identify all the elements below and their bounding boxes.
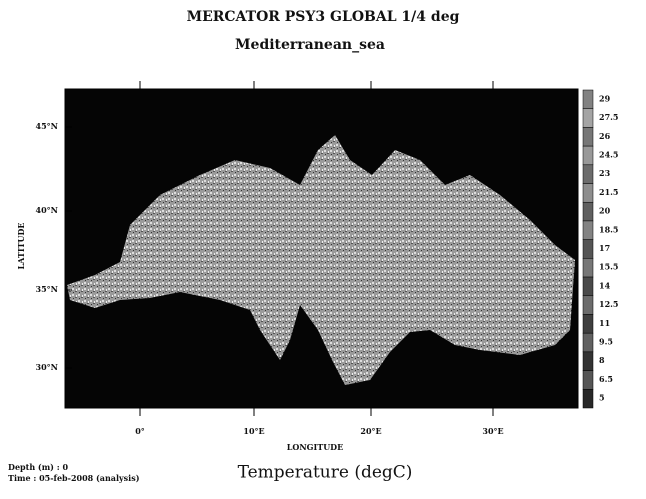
colorbar-tick-label: 14 [599,280,611,290]
colorbar-tick-label: 21.5 [599,187,618,197]
colorbar-tick-label: 27.5 [599,112,618,122]
colorbar-cell [583,202,593,221]
colorbar-tick-label: 8 [599,355,605,365]
lat-tick-label: 45°N [36,121,58,131]
colorbar-cell [583,258,593,277]
lon-tick-label: 0° [135,426,145,436]
colorbar-cell [583,371,593,390]
title: MERCATOR PSY3 GLOBAL 1/4 deg [187,9,460,25]
lon-tick-label: 20°E [360,426,381,436]
time: Time : 05-feb-2008 (analysis) [8,473,140,483]
page: MERCATOR PSY3 GLOBAL 1/4 deg Mediterrane… [0,0,646,499]
colorbar-tick-label: 15.5 [599,262,618,272]
colorbar-cell [583,389,593,408]
subtitle: Mediterranean_sea [235,37,385,53]
colorbar-cell [583,277,593,296]
colorbar-tick-label: 6.5 [599,374,613,384]
lon-tick-label: 30°E [482,426,503,436]
lon-tick-label: 10°E [243,426,264,436]
colorbar-tick-label: 26 [599,131,611,141]
colorbar-tick-label: 29 [599,93,611,103]
colorbar-cell [583,221,593,240]
colorbar-tick-label: 9.5 [599,337,613,347]
colorbar-tick-label: 12.5 [599,299,618,309]
colorbar-cell [583,352,593,371]
y-axis-label: LATITUDE [16,222,26,269]
colorbar-cell [583,90,593,109]
colorbar-cell [583,165,593,184]
colorbar-tick-label: 11 [599,318,610,328]
lat-tick-label: 40°N [36,205,58,215]
colorbar-cell [583,314,593,333]
lat-tick-label: 30°N [36,362,58,372]
colorbar-cell [583,146,593,165]
colorbar-cell [583,240,593,259]
colorbar-cell [583,184,593,203]
lat-tick-label: 35°N [36,284,58,294]
colorbar-tick-label: 5 [599,393,605,403]
colorbar-tick-label: 24.5 [599,149,618,159]
x-axis-label: LONGITUDE [287,442,343,452]
colorbar-cell [583,127,593,146]
colorbar-tick-label: 20 [599,206,611,216]
colorbar-cell [583,109,593,128]
variable-label: Temperature (degC) [238,463,413,483]
colorbar-cell [583,296,593,315]
colorbar-tick-label: 17 [599,243,610,253]
depth: Depth (m) : 0 [8,462,68,472]
colorbar-tick-label: 18.5 [599,224,618,234]
colorbar-cell [583,333,593,352]
colorbar-tick-label: 23 [599,168,611,178]
